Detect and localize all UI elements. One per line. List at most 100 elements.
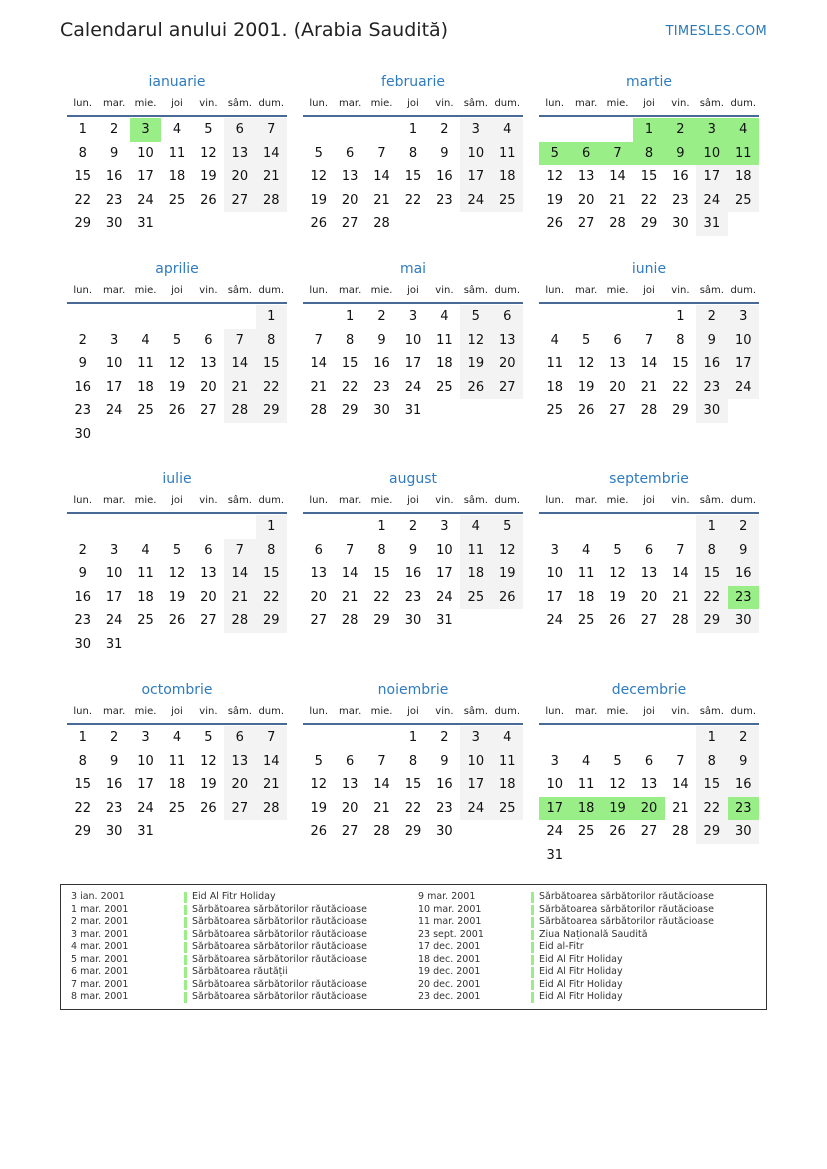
day-cell: 23 — [373, 379, 390, 395]
weekday-label: dum. — [494, 285, 521, 296]
day-cell: 1 — [377, 519, 386, 534]
day-cell: 12 — [168, 566, 186, 582]
week-row: 5 6 7 8 9 10 11 — [303, 749, 523, 774]
day-cell: 17 — [137, 169, 154, 185]
holiday-list-item: 9 mar. 2001 Sărbătoarea sărbătorilor răut… — [408, 891, 714, 904]
empty-cell — [696, 844, 727, 868]
day-cell: 19 — [460, 352, 492, 376]
day-cell: 1 — [676, 309, 685, 324]
day-cell: 21 — [224, 375, 256, 400]
holiday-list-item: 5 mar. 2001 Sărbătoarea sărbătorilor răut… — [61, 954, 367, 967]
day-cell: 5 — [613, 753, 622, 769]
day-cell: 21 — [373, 192, 390, 208]
holiday-name: Sărbătoarea sărbătorilor răutăcioase — [539, 891, 714, 902]
day-cell: 9 — [109, 145, 119, 161]
day-cell: 28 — [224, 609, 256, 633]
holiday-marker — [184, 954, 187, 965]
day-cell: 24 — [727, 375, 759, 400]
day-cell: 30 — [404, 613, 422, 629]
day-cell: 13 — [640, 566, 658, 582]
weekday-label: mie. — [134, 706, 157, 717]
day-cell: 3 — [460, 726, 492, 750]
day-cell: 27 — [200, 613, 217, 629]
holiday-list-item: 17 dec. 2001 Eid al-Fitr — [408, 941, 714, 954]
day-cell: 7 — [377, 753, 386, 769]
day-cell: 10 — [546, 777, 563, 793]
day-cell: 15 — [74, 777, 91, 793]
day-cell: 20 — [341, 192, 359, 208]
holiday-name: Sărbătoarea sărbătorilor răutăcioase — [192, 953, 367, 965]
weekday-header: lun. mar. mie. joi vin. sâm. dum. — [539, 93, 759, 117]
holiday-date: 10 mar. 2001 — [418, 903, 482, 915]
holiday-day-cell: 17 — [539, 796, 571, 821]
day-cell: 4 — [141, 542, 150, 558]
weekday-label: mie. — [370, 98, 393, 109]
empty-cell — [728, 212, 759, 236]
holiday-list-item: 18 dec. 2001 Eid Al Fitr Holiday — [408, 954, 714, 967]
day-cell: 25 — [546, 403, 563, 419]
empty-cell — [429, 212, 460, 236]
day-cell: 5 — [172, 542, 182, 558]
day-cell: 31 — [137, 216, 154, 232]
brand-link[interactable]: TIMESLES.COM — [665, 24, 767, 39]
weekday-label: dum. — [258, 285, 285, 296]
day-cell: 2 — [440, 122, 449, 137]
day-cell: 8 — [377, 542, 386, 558]
weekday-header: lun. mar. mie. joi vin. sâm. dum. — [303, 701, 523, 725]
day-cell: 18 — [460, 562, 492, 586]
empty-cell — [728, 844, 759, 868]
day-cell: 26 — [310, 824, 327, 840]
week-row: 31 — [539, 844, 759, 868]
empty-cell — [460, 212, 491, 236]
day-cell: 17 — [727, 352, 759, 376]
empty-cell — [98, 305, 129, 329]
day-cell: 14 — [224, 562, 256, 586]
week-row: 21 22 23 24 25 26 27 — [303, 375, 523, 400]
day-cell: 18 — [577, 589, 595, 605]
day-cell: 12 — [546, 169, 563, 185]
weekday-label: lun. — [545, 98, 565, 109]
weekday-label: dum. — [730, 285, 757, 296]
weekday-label: vin. — [435, 98, 454, 109]
day-cell: 15 — [672, 356, 689, 372]
holiday-list-item: 2 mar. 2001 Sărbătoarea sărbătorilor răut… — [61, 916, 367, 929]
empty-cell — [460, 609, 491, 633]
week-row: 7 8 9 10 11 12 13 — [303, 328, 523, 353]
day-cell: 31 — [546, 847, 563, 863]
day-cell: 3 — [550, 542, 559, 558]
weekday-label: sâm. — [227, 706, 252, 717]
day-cell: 18 — [727, 165, 759, 189]
weekday-label: mie. — [370, 495, 393, 506]
empty-cell — [67, 515, 98, 539]
day-cell: 4 — [440, 309, 449, 324]
day-cell: 4 — [491, 726, 523, 750]
month-noiembrie: noiembrie lun. mar. mie. joi vin. sâm. dum. 1 2 3 4… — [303, 679, 523, 844]
day-cell: 22 — [341, 379, 359, 395]
day-cell: 15 — [341, 356, 359, 372]
weekday-label: sâm. — [699, 285, 724, 296]
empty-cell — [460, 399, 491, 423]
day-cell: 5 — [314, 753, 323, 769]
day-cell: 10 — [460, 749, 492, 774]
day-cell: 30 — [436, 824, 453, 840]
holiday-date: 11 mar. 2001 — [418, 916, 482, 927]
day-cell: 28 — [609, 216, 626, 232]
week-row: 10 11 12 13 14 15 16 — [539, 773, 759, 797]
day-cell: 3 — [440, 519, 449, 534]
week-row: 23 24 25 26 27 28 29 — [67, 399, 287, 423]
holiday-name: Eid Al Fitr Holiday — [539, 966, 623, 977]
day-cell: 14 — [609, 169, 626, 185]
weekday-header: lun. mar. mie. joi vin. sâm. dum. — [303, 490, 523, 514]
day-cell: 6 — [314, 542, 323, 558]
weekday-label: mar. — [103, 285, 126, 296]
day-cell: 28 — [255, 796, 287, 821]
day-cell: 1 — [78, 730, 87, 745]
empty-cell — [224, 515, 255, 539]
day-cell: 24 — [460, 188, 492, 213]
day-cell: 19 — [577, 379, 595, 395]
day-cell: 17 — [696, 165, 728, 189]
weekday-header: lun. mar. mie. joi vin. sâm. dum. — [539, 490, 759, 514]
day-cell: 26 — [200, 192, 217, 208]
weekday-label: mie. — [606, 98, 629, 109]
day-cell: 1 — [408, 122, 418, 137]
